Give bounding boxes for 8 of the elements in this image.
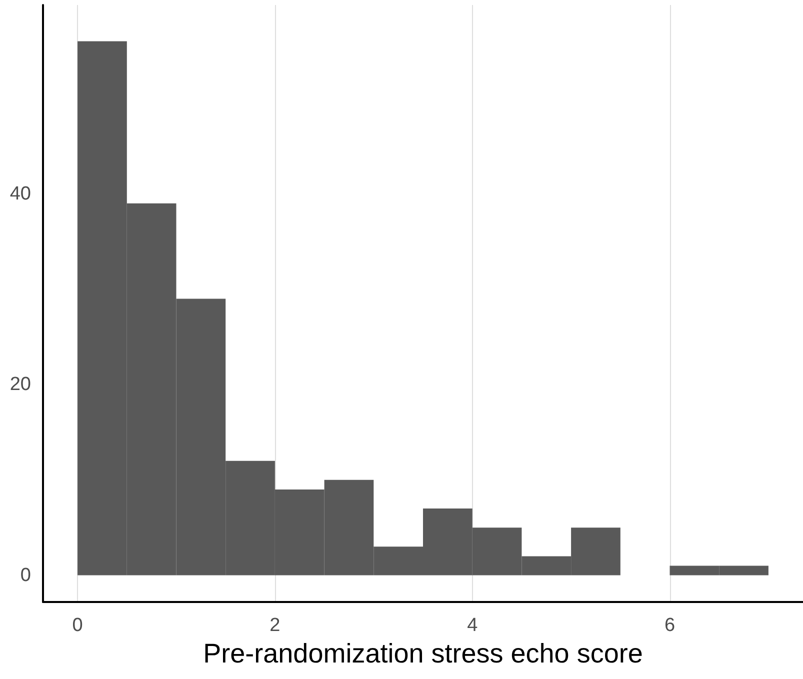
y-tick-label: 40	[10, 183, 31, 204]
y-tick-label: 20	[10, 374, 31, 396]
x-tick-label: 2	[270, 615, 280, 636]
x-tick-label: 0	[72, 615, 83, 636]
x-tick-label: 6	[664, 615, 676, 636]
x-axis-title: Pre-randomization stress echo score	[203, 638, 643, 668]
y-tick-label: 0	[20, 564, 31, 586]
x-tick-label: 4	[467, 615, 478, 636]
